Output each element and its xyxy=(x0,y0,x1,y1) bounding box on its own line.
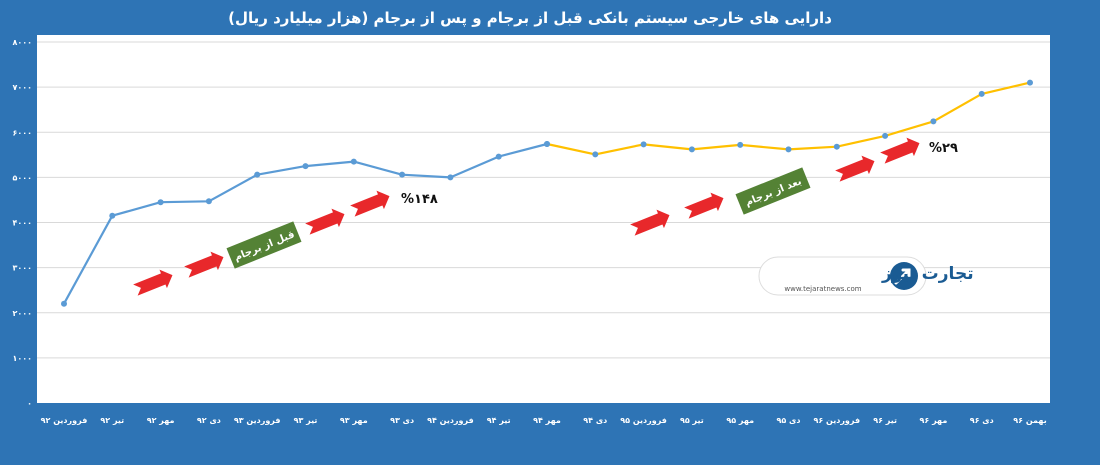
data-point-before xyxy=(61,300,67,307)
y-tick-label: ۸۰۰۰ xyxy=(12,38,32,47)
y-tick-label: ۳۰۰۰ xyxy=(12,264,32,273)
trend-arrow-icon-before xyxy=(305,208,345,235)
data-point-before xyxy=(302,163,309,170)
y-tick-label: ۶۰۰۰ xyxy=(12,128,32,137)
data-point-after xyxy=(737,141,744,148)
data-point-after xyxy=(640,141,647,148)
y-tick-label: ۲۰۰۰ xyxy=(12,309,32,318)
after-pct-label: %۲۹ xyxy=(929,141,958,156)
trend-arrow-icon-after xyxy=(684,192,724,219)
data-point-before xyxy=(399,171,406,178)
data-point-after xyxy=(882,132,889,139)
x-tick-label: فروردین ۹۵ xyxy=(620,416,667,425)
series-layer xyxy=(61,79,1033,307)
trend-arrow-icon-after xyxy=(880,137,920,164)
x-tick-label: دی ۹۳ xyxy=(390,416,414,425)
x-tick-label: فروردین ۹۳ xyxy=(234,416,281,425)
x-tick-label: تیر ۹۳ xyxy=(294,416,318,425)
data-point-after xyxy=(978,90,985,97)
x-tick-label: مهر ۹۴ xyxy=(533,416,561,425)
data-point-after xyxy=(1027,79,1033,86)
x-tick-label: دی ۹۶ xyxy=(970,416,994,425)
x-axis-tick-labels: فروردین ۹۲ تیر ۹۲ مهر ۹۲ دی ۹۲ فروردین ۹۳ تیر… xyxy=(41,416,1047,425)
data-point-before xyxy=(447,174,454,181)
x-tick-label: دی ۹۴ xyxy=(583,416,607,425)
trend-arrow-icon-after xyxy=(835,155,875,182)
x-tick-label: دی ۹۵ xyxy=(777,416,801,425)
data-point-after xyxy=(688,146,695,153)
x-tick-label: فروردین ۹۴ xyxy=(427,416,474,425)
x-tick-label: تیر ۹۵ xyxy=(680,416,704,425)
y-axis-tick-labels: ۰ ۱۰۰۰ ۲۰۰۰ ۳۰۰۰ ۴۰۰۰ ۵۰۰۰ ۶۰۰۰ ۷۰۰۰ ۸۰۰۰ xyxy=(12,38,32,408)
x-tick-label: مهر ۹۶ xyxy=(920,416,948,425)
watermark-logo: تجارت نیوز www.tejaratnews.com xyxy=(758,256,974,296)
x-tick-label: مهر ۹۲ xyxy=(147,416,175,425)
data-point-before xyxy=(495,153,502,160)
trend-arrow-icon-before xyxy=(184,251,224,278)
data-point-after xyxy=(544,140,550,147)
logo-url: www.tejaratnews.com xyxy=(784,285,861,293)
x-tick-label: تیر ۹۶ xyxy=(873,416,897,425)
y-tick-label: ۱۰۰۰ xyxy=(12,354,32,363)
y-tick-label: ۴۰۰۰ xyxy=(12,219,32,228)
x-tick-label: مهر ۹۳ xyxy=(340,416,368,425)
trend-arrows xyxy=(133,137,920,296)
x-tick-label: بهمن ۹۶ xyxy=(1013,416,1046,425)
data-point-before xyxy=(109,212,116,219)
x-tick-label: تیر ۹۴ xyxy=(487,416,511,425)
trend-arrow-icon-after xyxy=(630,209,670,236)
data-point-before xyxy=(157,199,164,206)
after-label-box-bg xyxy=(735,167,811,215)
data-point-before xyxy=(205,198,212,205)
chart-title: دارایی های خارجی سیستم بانکی قبل از برجا… xyxy=(228,9,832,28)
trend-arrow-icon-before xyxy=(133,269,173,296)
y-tick-label: ۷۰۰۰ xyxy=(12,83,32,92)
data-point-after xyxy=(592,151,599,158)
x-tick-label: دی ۹۲ xyxy=(197,416,221,425)
logo-arrow-icon xyxy=(894,268,911,285)
x-tick-label: تیر ۹۲ xyxy=(100,416,124,425)
data-point-after xyxy=(930,118,937,125)
y-tick-label: ۵۰۰۰ xyxy=(12,173,32,182)
data-point-after xyxy=(833,143,840,150)
y-tick-label: ۰ xyxy=(27,399,32,408)
data-point-before xyxy=(350,158,357,165)
x-tick-label: فروردین ۹۶ xyxy=(813,416,860,425)
x-tick-label: فروردین ۹۲ xyxy=(41,416,88,425)
before-label-box-bg xyxy=(226,221,302,269)
trend-arrow-icon-before xyxy=(350,190,390,217)
data-point-after xyxy=(785,146,792,153)
plot-area xyxy=(37,35,1050,403)
logo-name: تجارت نیوز xyxy=(881,264,974,284)
logo-badge xyxy=(758,256,927,296)
before-pct-label: %۱۴۸ xyxy=(401,192,438,207)
data-point-before xyxy=(254,171,261,178)
x-tick-label: مهر ۹۵ xyxy=(726,416,754,425)
